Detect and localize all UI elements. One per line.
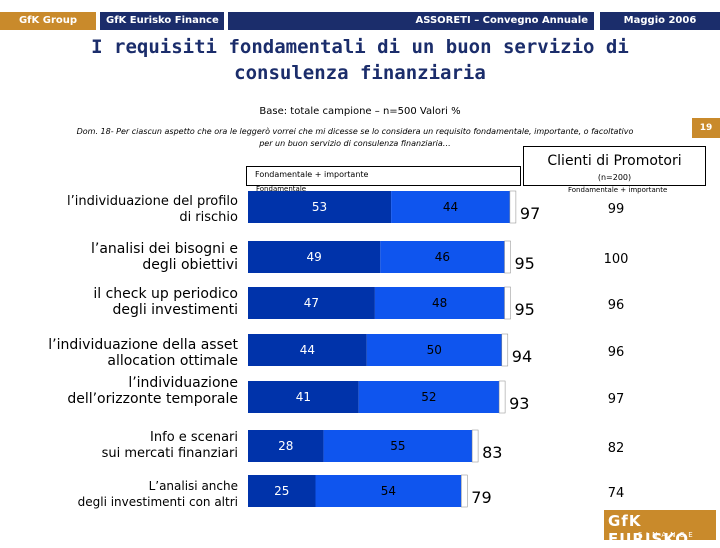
category-label: l’individuazione dell’orizzonte temporale <box>67 375 238 407</box>
page-number: 19 <box>692 118 720 138</box>
bar-end-face <box>498 380 506 414</box>
clienti-promotori-box: Clienti di Promotori (n=200) <box>523 146 706 186</box>
bar-fondamentale <box>248 191 392 223</box>
clienti-value: 99 <box>608 202 625 217</box>
bar-importante <box>358 381 500 413</box>
legend-fondamentale: Fondamentale <box>256 185 307 193</box>
category-label-line: l’individuazione della asset <box>48 337 238 353</box>
category-label-line: degli investimenti <box>112 302 238 318</box>
question-line-2: per un buon servizio di consulenza finan… <box>259 139 451 148</box>
header-unit: GfK Eurisko Finance <box>100 12 224 30</box>
data-label-importante: 44 <box>443 200 458 214</box>
category-label-line: dell’orizzonte temporale <box>67 391 238 407</box>
category-label-line: il check up periodico <box>93 286 238 302</box>
header-date: Maggio 2006 <box>600 12 720 30</box>
data-label-total: 94 <box>512 347 532 366</box>
header-conference: ASSORETI – Convegno Annuale <box>228 12 594 30</box>
title-line-1: I requisiti fondamentali di un buon serv… <box>91 36 629 58</box>
data-label-importante: 52 <box>421 390 436 404</box>
clienti-sample-size: (n=200) <box>597 173 632 182</box>
logo-text: GfK EURISKO <box>608 512 690 548</box>
data-label-total: 93 <box>509 394 529 413</box>
bar-fondamentale <box>248 430 324 462</box>
fondamentale-importante-box: Fondamentale + importante <box>246 166 521 186</box>
category-label-line: L’analisi anche <box>148 479 238 493</box>
clienti-title: Clienti di Promotori <box>547 153 682 169</box>
fondamentale-importante-label: Fondamentale + importante <box>255 170 369 179</box>
bar-importante <box>366 334 502 366</box>
bar-importante <box>374 287 505 319</box>
sample-base: Base: totale campione – n=500 Valori % <box>259 106 461 117</box>
category-label-line: Info e scenari <box>150 430 238 445</box>
data-label-fondamentale: 41 <box>296 390 311 404</box>
category-label: l’analisi dei bisogni e degli obiettivi <box>91 241 238 273</box>
category-label-line: sui mercati finanziari <box>101 446 238 461</box>
clienti-value: 96 <box>608 298 625 313</box>
data-label-fondamentale: 28 <box>278 439 293 453</box>
bar-importante <box>391 191 510 223</box>
header-bar: GfK Group GfK Eurisko Finance ASSORETI –… <box>0 0 720 30</box>
data-label-importante: 46 <box>435 250 450 264</box>
data-label-fondamentale: 53 <box>312 200 327 214</box>
title-line-2: consulenza finanziaria <box>234 62 486 84</box>
category-label-line: l’individuazione del profilo <box>67 194 238 209</box>
data-label-total: 95 <box>515 300 535 319</box>
clienti-value: 96 <box>608 345 625 360</box>
data-label-total: 83 <box>482 443 502 462</box>
data-label-fondamentale: 25 <box>274 484 289 498</box>
category-label: Info e scenari sui mercati finanziari <box>102 430 238 462</box>
legend-fondamentale-importante: Fondamentale + importante <box>568 186 668 194</box>
question-text: Dom. 18- Per ciascun aspetto che ora le … <box>20 126 690 150</box>
data-label-total: 95 <box>515 254 535 273</box>
bar-importante <box>315 475 462 507</box>
header-group: GfK Group <box>0 12 96 30</box>
data-label-importante: 55 <box>390 439 405 453</box>
bar-fondamentale <box>248 287 375 319</box>
clienti-value: 74 <box>608 486 625 501</box>
bar-end-face <box>504 286 511 320</box>
category-label-line: l’analisi dei bisogni e <box>91 241 238 257</box>
category-label-line: allocation ottimale <box>107 353 238 369</box>
gfk-eurisko-logo: GfK EURISKO FINANCE <box>604 510 716 548</box>
data-label-total: 79 <box>471 488 491 507</box>
category-label-line: degli investimenti con altri <box>77 495 238 509</box>
data-label-fondamentale: 49 <box>307 250 322 264</box>
question-line-1: Dom. 18- Per ciascun aspetto che ora le … <box>76 127 634 136</box>
bar-end-face <box>471 429 479 463</box>
category-label-line: degli obiettivi <box>142 257 238 273</box>
bar-fondamentale <box>248 475 316 507</box>
category-label: l’individuazione del profilo di rischio <box>67 194 238 226</box>
clienti-value: 100 <box>604 252 629 267</box>
category-label: L’analisi anche degli investimenti con al… <box>78 478 238 510</box>
data-label-fondamentale: 47 <box>304 296 319 310</box>
category-label: il check up periodico degli investimenti <box>93 286 238 318</box>
data-label-fondamentale: 44 <box>300 343 315 357</box>
data-label-importante: 48 <box>432 296 447 310</box>
data-label-importante: 54 <box>381 484 396 498</box>
logo-subtext: FINANCE <box>638 531 697 539</box>
bar-end-face <box>504 240 511 274</box>
category-label-line: di rischio <box>179 210 238 225</box>
category-label-line: l’individuazione <box>128 375 238 391</box>
bar-importante <box>323 430 473 462</box>
clienti-value: 82 <box>608 441 625 456</box>
category-label: l’individuazione della asset allocation o… <box>48 337 238 369</box>
bar-fondamentale <box>248 241 381 273</box>
bar-importante <box>380 241 505 273</box>
bar-end-face <box>509 190 517 224</box>
bar-end-face <box>461 474 468 508</box>
data-label-total: 97 <box>520 204 540 223</box>
bar-end-face <box>501 333 509 367</box>
page-title: I requisiti fondamentali di un buon serv… <box>0 34 720 86</box>
data-label-importante: 50 <box>427 343 442 357</box>
bar-fondamentale <box>248 334 367 366</box>
bar-fondamentale <box>248 381 359 413</box>
clienti-value: 97 <box>608 392 625 407</box>
